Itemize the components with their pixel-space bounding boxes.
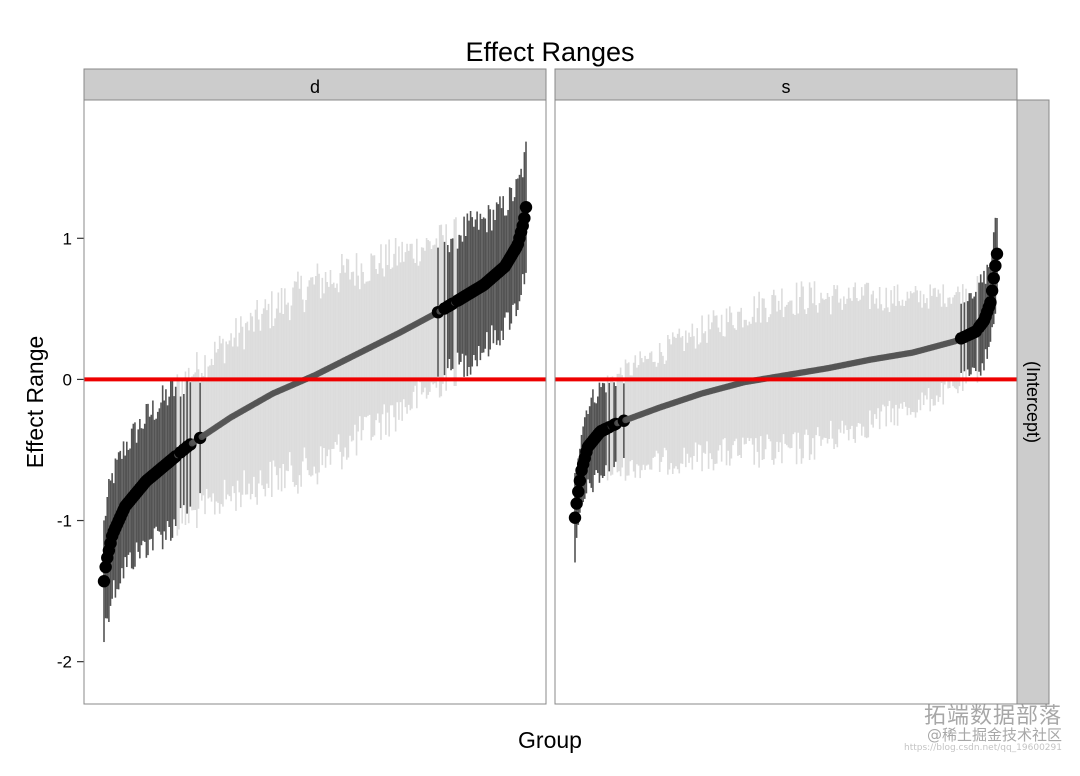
facet-strip [554, 68, 1018, 101]
point-layer [568, 247, 1004, 524]
point-estimate [987, 271, 1000, 285]
facet-panel-d: d [83, 68, 547, 705]
point-layer [97, 201, 533, 588]
point-estimate [518, 211, 531, 225]
point-estimate [989, 259, 1002, 273]
y-tick-label: -1 [57, 512, 72, 531]
chart-title: Effect Ranges [465, 37, 634, 67]
point-estimate [568, 511, 582, 524]
y-axis-label: Effect Range [22, 336, 48, 469]
point-estimate [572, 485, 585, 498]
y-tick-label: 0 [63, 370, 72, 389]
point-estimate [99, 560, 112, 574]
y-tick-label: -2 [57, 653, 72, 672]
row-strip: (Intercept) [1016, 99, 1050, 705]
panels-layer: 1 0 -1 -2 d s (Intercept) [57, 68, 1050, 705]
point-estimate [97, 575, 111, 588]
row-strip-label: (Intercept) [1023, 361, 1043, 443]
panel-border [83, 99, 547, 705]
watermark-sub: @稀土掘金技术社区 [926, 725, 1062, 744]
row-strip-box [1016, 99, 1050, 705]
point-estimate [573, 474, 587, 487]
point-estimate [990, 247, 1004, 261]
y-tick-label: 1 [63, 229, 72, 248]
point-estimate [984, 296, 997, 309]
x-axis-label: Group [518, 727, 582, 753]
facet-strip-label: s [782, 77, 791, 97]
watermark: 拓端数据部落 @稀土掘金技术社区 https://blog.csdn.net/q… [904, 705, 1062, 753]
point-estimate [519, 201, 533, 214]
watermark-url: https://blog.csdn.net/qq_19600291 [903, 742, 1062, 753]
panel-area [554, 99, 1018, 705]
facet-strip-label: d [310, 77, 320, 97]
point-estimate [985, 284, 999, 297]
point-estimate [570, 497, 583, 510]
facet-strip [83, 68, 547, 101]
watermark-main: 拓端数据部落 [923, 703, 1062, 729]
facet-panel-s: s [554, 68, 1018, 705]
